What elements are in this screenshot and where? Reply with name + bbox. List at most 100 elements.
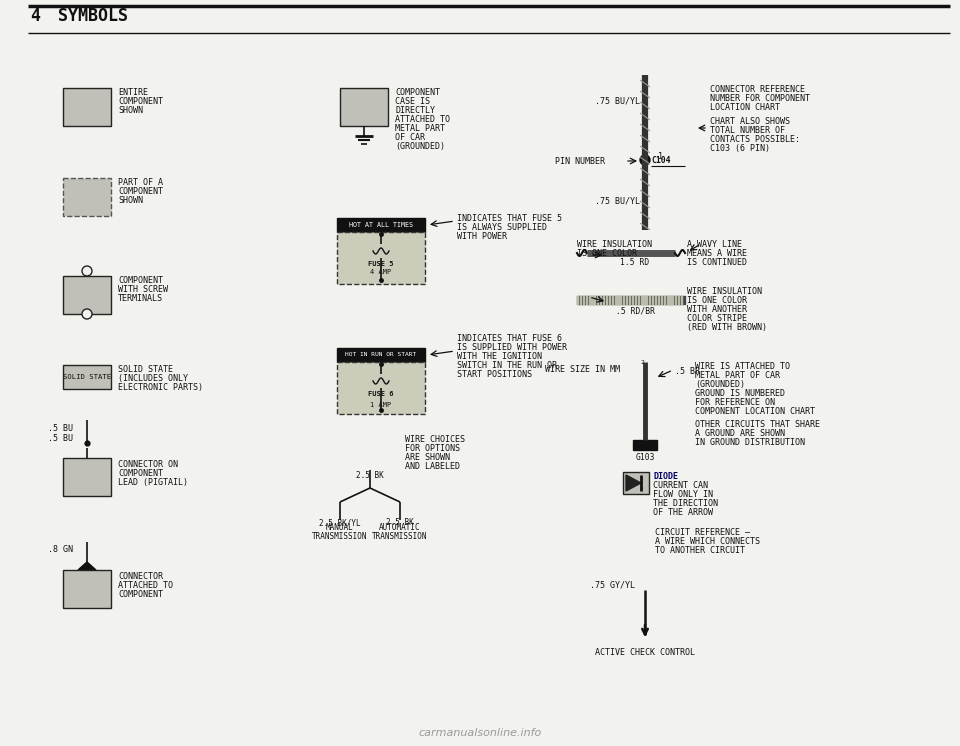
Text: TERMINALS: TERMINALS — [118, 294, 163, 303]
Text: OF CAR: OF CAR — [395, 133, 425, 142]
Text: COMPONENT LOCATION CHART: COMPONENT LOCATION CHART — [695, 407, 815, 416]
Bar — [63, 276, 111, 314]
Text: DIRECTLY: DIRECTLY — [395, 106, 435, 115]
Text: C104: C104 — [651, 156, 670, 165]
Text: ATTACHED TO: ATTACHED TO — [118, 581, 173, 590]
Text: AUTOMATIC: AUTOMATIC — [379, 523, 420, 532]
Text: DIODE: DIODE — [653, 472, 678, 481]
Text: CONNECTOR ON: CONNECTOR ON — [118, 460, 178, 469]
Text: LOCATION CHART: LOCATION CHART — [710, 103, 780, 112]
Text: CHART ALSO SHOWS: CHART ALSO SHOWS — [710, 117, 790, 126]
Text: PIN NUMBER: PIN NUMBER — [555, 157, 605, 166]
Text: SOLID STATE: SOLID STATE — [63, 374, 111, 380]
Text: IS ONE COLOR: IS ONE COLOR — [687, 296, 747, 305]
Text: IS SUPPLIED WITH POWER: IS SUPPLIED WITH POWER — [457, 343, 567, 352]
Text: SYMBOLS: SYMBOLS — [58, 7, 128, 25]
Text: A WIRE WHICH CONNECTS: A WIRE WHICH CONNECTS — [655, 537, 760, 546]
Text: CIRCUIT REFERENCE –: CIRCUIT REFERENCE – — [655, 528, 750, 537]
Text: (INCLUDES ONLY: (INCLUDES ONLY — [118, 374, 188, 383]
Text: CURRENT CAN: CURRENT CAN — [653, 481, 708, 490]
Text: OTHER CIRCUITS THAT SHARE: OTHER CIRCUITS THAT SHARE — [695, 420, 820, 429]
Text: 2.5 BK/YL: 2.5 BK/YL — [319, 518, 361, 527]
Text: ENTIRE: ENTIRE — [118, 88, 148, 97]
Text: IS ONE COLOR: IS ONE COLOR — [577, 249, 637, 258]
Bar — [63, 88, 111, 126]
Text: METAL PART OF CAR: METAL PART OF CAR — [695, 371, 780, 380]
Text: PART OF A: PART OF A — [118, 178, 163, 187]
Text: WIRE IS ATTACHED TO: WIRE IS ATTACHED TO — [695, 362, 790, 371]
Text: TRANSMISSION: TRANSMISSION — [372, 532, 428, 541]
Text: .5 BR: .5 BR — [675, 367, 700, 376]
Text: IN GROUND DISTRIBUTION: IN GROUND DISTRIBUTION — [695, 438, 805, 447]
Text: TOTAL NUMBER OF: TOTAL NUMBER OF — [710, 126, 785, 135]
Text: FOR REFERENCE ON: FOR REFERENCE ON — [695, 398, 775, 407]
Text: CONNECTOR REFERENCE: CONNECTOR REFERENCE — [710, 85, 805, 94]
Text: COMPONENT: COMPONENT — [118, 590, 163, 599]
Text: AND LABELED: AND LABELED — [405, 462, 460, 471]
Text: ACTIVE CHECK CONTROL: ACTIVE CHECK CONTROL — [595, 648, 695, 657]
Text: COMPONENT: COMPONENT — [395, 88, 440, 97]
Text: SHOWN: SHOWN — [118, 196, 143, 205]
Text: (GROUNDED): (GROUNDED) — [395, 142, 445, 151]
Text: SHOWN: SHOWN — [118, 106, 143, 115]
Text: FOR OPTIONS: FOR OPTIONS — [405, 444, 460, 453]
Text: WIRE CHOICES: WIRE CHOICES — [405, 435, 465, 444]
Polygon shape — [626, 475, 641, 491]
Text: FLOW ONLY IN: FLOW ONLY IN — [653, 490, 713, 499]
Circle shape — [82, 266, 92, 276]
Text: .8 GN: .8 GN — [48, 545, 73, 554]
Text: CONTACTS POSSIBLE:: CONTACTS POSSIBLE: — [710, 135, 800, 144]
Text: TO ANOTHER CIRCUIT: TO ANOTHER CIRCUIT — [655, 546, 745, 555]
Polygon shape — [78, 562, 96, 570]
Text: MEANS A WIRE: MEANS A WIRE — [687, 249, 747, 258]
Text: A WAVY LINE: A WAVY LINE — [687, 240, 742, 249]
Text: .5 BU: .5 BU — [48, 434, 73, 443]
Text: 2.5 BK: 2.5 BK — [356, 471, 384, 480]
Bar — [337, 232, 425, 284]
Text: 1: 1 — [658, 152, 663, 161]
Text: .75 BU/YL: .75 BU/YL — [595, 196, 640, 205]
Text: FUSE 6: FUSE 6 — [369, 391, 394, 397]
Text: OF THE ARROW: OF THE ARROW — [653, 508, 713, 517]
Text: THE DIRECTION: THE DIRECTION — [653, 499, 718, 508]
Text: .5 BU: .5 BU — [48, 424, 73, 433]
Bar — [623, 472, 649, 494]
Bar — [633, 440, 657, 450]
Text: C103 (6 PIN): C103 (6 PIN) — [710, 144, 770, 153]
Circle shape — [82, 309, 92, 319]
Text: 2: 2 — [640, 360, 644, 365]
Text: .5 RD/BR: .5 RD/BR — [615, 306, 655, 315]
Text: WIRE INSULATION: WIRE INSULATION — [687, 287, 762, 296]
Text: 1 AMP: 1 AMP — [371, 402, 392, 408]
Text: ARE SHOWN: ARE SHOWN — [405, 453, 450, 462]
Text: WIRE SIZE IN MM: WIRE SIZE IN MM — [545, 365, 620, 374]
Text: 1.5 RD: 1.5 RD — [620, 258, 650, 267]
Text: A GROUND ARE SHOWN: A GROUND ARE SHOWN — [695, 429, 785, 438]
Text: COMPONENT: COMPONENT — [118, 97, 163, 106]
Text: IS ALWAYS SUPPLIED: IS ALWAYS SUPPLIED — [457, 223, 547, 232]
Text: ELECTRONIC PARTS): ELECTRONIC PARTS) — [118, 383, 203, 392]
Text: COMPONENT: COMPONENT — [118, 276, 163, 285]
Text: METAL PART: METAL PART — [395, 124, 445, 133]
Bar — [337, 218, 425, 232]
Text: WITH POWER: WITH POWER — [457, 232, 507, 241]
Text: ATTACHED TO: ATTACHED TO — [395, 115, 450, 124]
Text: (RED WITH BROWN): (RED WITH BROWN) — [687, 323, 767, 332]
Text: 4: 4 — [30, 7, 40, 25]
Text: HOT AT ALL TIMES: HOT AT ALL TIMES — [349, 222, 413, 228]
Text: NUMBER FOR COMPONENT: NUMBER FOR COMPONENT — [710, 94, 810, 103]
Text: MANUAL: MANUAL — [326, 523, 354, 532]
Text: INDICATES THAT FUSE 6: INDICATES THAT FUSE 6 — [457, 334, 562, 343]
Text: .75 GY/YL: .75 GY/YL — [590, 580, 635, 589]
Text: WIRE INSULATION: WIRE INSULATION — [577, 240, 652, 249]
Bar — [340, 88, 388, 126]
Text: GROUND IS NUMBERED: GROUND IS NUMBERED — [695, 389, 785, 398]
Text: HOT IN RUN OR START: HOT IN RUN OR START — [346, 353, 417, 357]
Text: WITH THE IGNITION: WITH THE IGNITION — [457, 352, 542, 361]
Circle shape — [640, 155, 650, 165]
Text: (GROUNDED): (GROUNDED) — [695, 380, 745, 389]
Text: IS CONTINUED: IS CONTINUED — [687, 258, 747, 267]
Bar — [337, 362, 425, 414]
Text: START POSITIONS: START POSITIONS — [457, 370, 532, 379]
Bar — [63, 178, 111, 216]
